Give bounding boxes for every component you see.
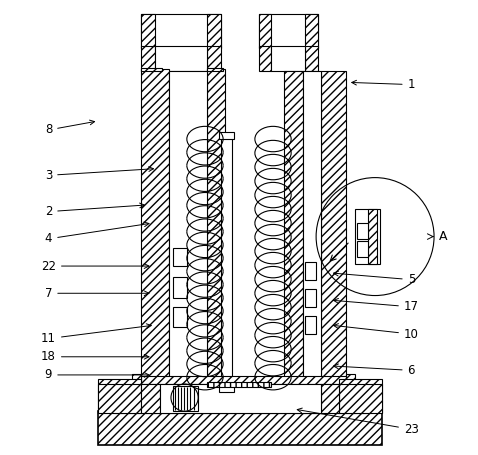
Bar [357, 241, 368, 257]
Bar [260, 14, 318, 48]
Bar [305, 289, 316, 307]
Bar [221, 137, 232, 382]
Bar [305, 262, 316, 280]
Bar [357, 223, 368, 239]
Bar [155, 46, 207, 71]
Bar [141, 68, 162, 71]
Bar [271, 46, 305, 71]
Bar [207, 68, 223, 71]
Text: 5: 5 [334, 271, 415, 286]
Text: 3: 3 [45, 167, 153, 182]
Bar [221, 383, 232, 387]
Bar [173, 386, 198, 411]
Text: 22: 22 [41, 259, 149, 273]
Text: 11: 11 [41, 324, 151, 345]
Bar [141, 46, 155, 71]
Bar [305, 46, 318, 71]
Bar [260, 46, 271, 71]
Bar [321, 384, 339, 414]
Bar [169, 71, 207, 377]
Text: 17: 17 [334, 298, 419, 313]
Bar [305, 14, 318, 48]
Text: 7: 7 [45, 287, 149, 300]
Bar [355, 209, 380, 264]
Bar [132, 374, 141, 387]
Bar [98, 379, 141, 414]
Text: 6: 6 [334, 364, 415, 377]
Text: 23: 23 [297, 408, 419, 436]
Text: 1: 1 [352, 78, 415, 91]
Bar [160, 384, 321, 414]
Text: 2: 2 [45, 203, 144, 218]
Text: A: A [439, 230, 447, 243]
Bar [207, 46, 221, 71]
Bar [173, 307, 187, 327]
Bar [305, 316, 316, 334]
Bar [218, 386, 235, 392]
Bar [260, 14, 271, 48]
Bar [207, 14, 221, 48]
Bar [141, 384, 160, 414]
Bar [173, 278, 187, 298]
Bar [368, 209, 377, 264]
Bar [173, 248, 187, 266]
Bar [141, 14, 221, 48]
Bar [303, 71, 321, 377]
Text: 4: 4 [45, 222, 149, 245]
Bar [339, 384, 382, 414]
Bar [346, 374, 355, 387]
Bar [339, 379, 382, 414]
Bar [218, 132, 235, 139]
Text: 10: 10 [334, 324, 419, 341]
Bar [207, 69, 226, 382]
Bar [98, 384, 141, 414]
Text: 18: 18 [41, 350, 149, 363]
Bar [114, 409, 366, 414]
Bar [207, 382, 271, 387]
Text: 8: 8 [45, 120, 95, 136]
Bar [321, 71, 346, 382]
Bar [141, 376, 346, 384]
Bar [284, 71, 303, 382]
Bar [141, 14, 155, 48]
Bar [141, 69, 169, 382]
Bar [98, 411, 382, 445]
Text: 9: 9 [45, 369, 149, 381]
